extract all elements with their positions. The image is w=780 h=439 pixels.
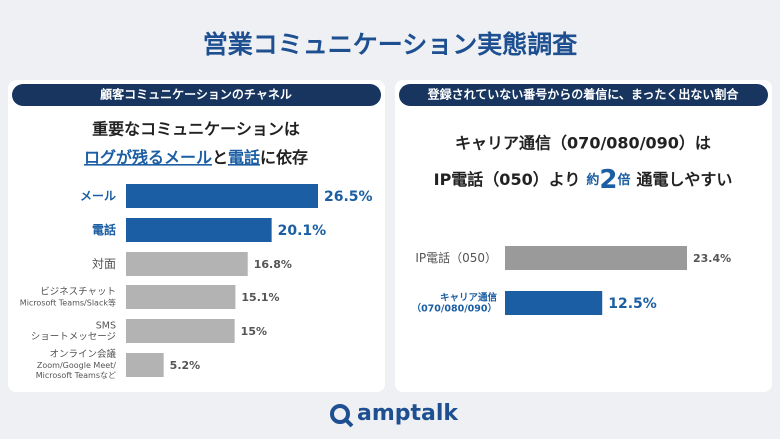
bar <box>126 319 235 343</box>
panel-title: 登録されていない番号からの着信に、まったく出ない割合 <box>427 87 740 102</box>
category-note: Zoom/Google Meet/Microsoft Teamsなど <box>36 361 117 380</box>
headline: ログが残るメールと電話に依存 <box>84 148 308 167</box>
value-label: 20.1% <box>278 223 327 239</box>
value-label: 5.2% <box>170 359 201 372</box>
right-panel <box>395 80 772 392</box>
headline: IP電話（050）より 約2倍 通電しやすい <box>434 165 733 195</box>
headline-part: ログが残るメール <box>84 148 212 167</box>
bar <box>505 246 687 270</box>
bar <box>126 184 318 208</box>
value-label: 15.1% <box>241 291 279 304</box>
value-label: 26.5% <box>324 189 373 205</box>
value-label: 15% <box>241 325 267 338</box>
bar <box>126 353 164 377</box>
headline: 重要なコミュニケーションは <box>92 120 300 139</box>
category-label: メール <box>80 189 116 203</box>
bar <box>126 252 248 276</box>
logo: amptalk <box>357 401 459 426</box>
category-label: キャリア通信（070/080/090） <box>412 291 498 314</box>
headline-part: 約 <box>586 172 599 188</box>
category-label: オンライン会議 <box>49 348 116 360</box>
headline-part: と <box>212 148 228 167</box>
value-label: 23.4% <box>693 252 731 265</box>
bar <box>505 291 603 315</box>
category-label: SMS ショートメッセージ <box>31 320 116 342</box>
value-label: 12.5% <box>608 296 657 312</box>
panel-title: 顧客コミュニケーションのチャネル <box>100 87 292 102</box>
bar <box>126 285 236 309</box>
headline-part: 通電しやすい <box>637 170 733 189</box>
value-label: 16.8% <box>254 258 292 271</box>
headline-part: IP電話（050）より <box>434 170 581 189</box>
headline-part: 電話 <box>228 148 260 167</box>
logo-icon <box>330 404 354 428</box>
category-note: Microsoft Teams/Slack等 <box>20 297 116 307</box>
headline: キャリア通信（070/080/090）は <box>455 134 711 153</box>
category-label: ビジネスチャット <box>40 286 116 297</box>
bar <box>126 218 272 242</box>
category-label: 電話 <box>92 222 116 237</box>
left-header <box>12 84 381 106</box>
headline-part: に依存 <box>260 148 308 167</box>
page-title: 営業コミュニケーション実態調査 <box>203 30 578 59</box>
headline-part: 倍 <box>618 172 631 188</box>
headline-part: 2 <box>599 165 617 195</box>
right-header <box>399 84 768 106</box>
category-label: IP電話（050） <box>415 250 497 265</box>
category-label: 対面 <box>92 257 116 271</box>
